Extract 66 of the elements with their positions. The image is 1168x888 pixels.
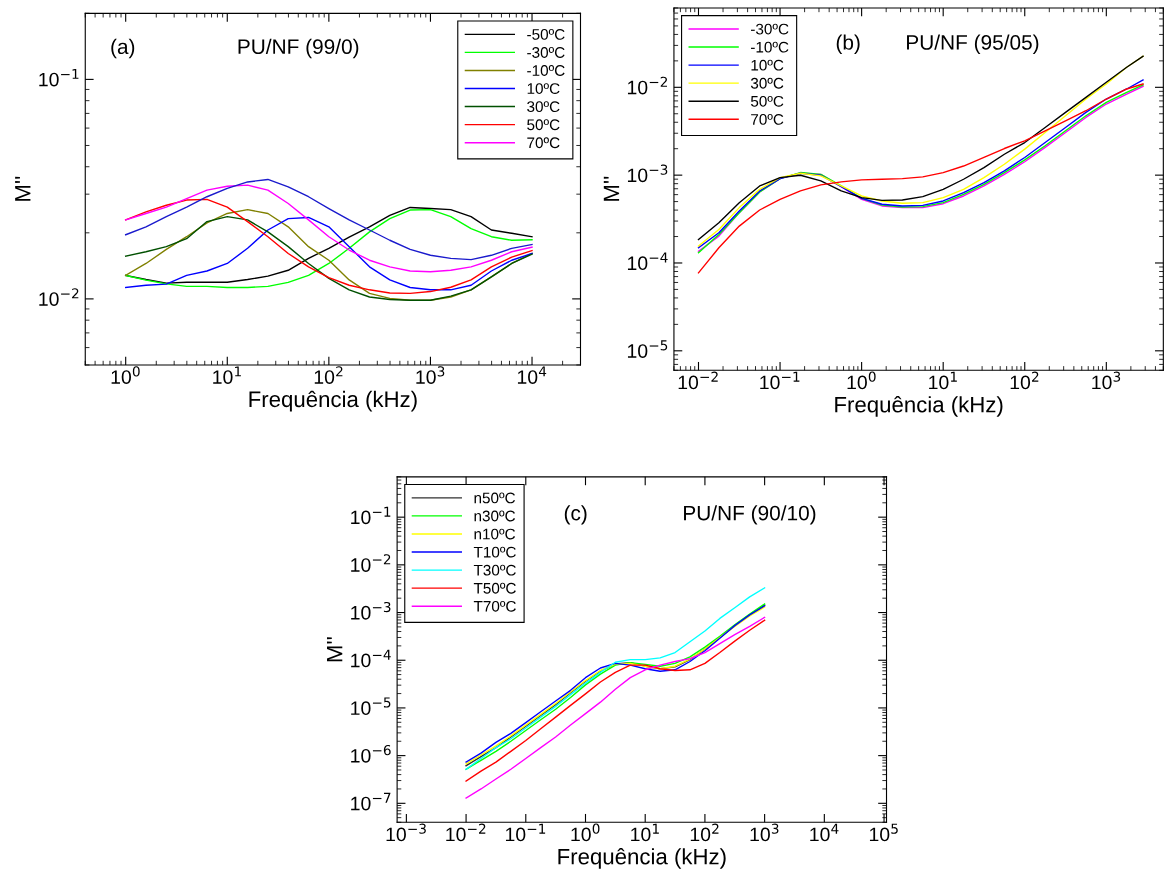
legend-label: -50ºC [527,28,565,40]
x-tick-label: 10$^{4}$ [810,823,839,842]
y-tick-label: 10$^{−7}$ [351,792,391,811]
y-axis-title: M'' [603,176,620,201]
y-tick-label: 10$^{−2}$ [627,76,668,95]
y-tick-label: 10$^{−5}$ [351,697,391,716]
y-axis-title: M'' [327,637,343,662]
legend-label: 10ºC [751,59,784,71]
legend-label: 70ºC [527,137,560,149]
x-tick-label: 10$^{1}$ [213,366,241,384]
x-axis-title: Frequência (kHz) [249,390,417,412]
x-tick-label: 10$^{2}$ [1010,371,1039,390]
legend-label: T70ºC [473,600,516,612]
legend-label: T50ºC [473,582,516,594]
y-tick-label: 10$^{−3}$ [351,601,391,620]
annotation: (a) [111,38,135,59]
legend-label: 10ºC [527,83,560,94]
x-tick-label: 10$^{2}$ [314,366,343,384]
line-series [124,178,533,261]
x-axis-title: Frequência (kHz) [558,848,726,869]
text: PU/NF (99/0) [238,38,359,59]
legend-label: T10ºC [473,546,516,558]
x-tick-label: 10$^{5}$ [869,823,898,842]
text: PU/NF (95/05) [907,34,1039,54]
legend-label: n30ºC [474,510,516,522]
y-tick-label: 10$^{−2}$ [351,554,391,572]
legend-label: n10ºC [474,528,516,540]
legend-label: -30ºC [751,23,789,35]
legend-label: -10ºC [527,65,565,76]
annotation: (c) [564,505,587,525]
legend-label: 30ºC [527,101,560,113]
x-tick-label: 10$^{−1}$ [505,823,546,842]
x-tick-label: 10$^{4}$ [517,366,547,384]
annotation: (b) [836,34,860,54]
x-tick-label: 10$^{3}$ [750,823,779,842]
x-tick-label: 10$^{2}$ [690,823,719,842]
x-tick-label: 10$^{3}$ [416,366,445,384]
x-tick-label: 10$^{−1}$ [760,371,800,390]
legend-label: -10ºC [751,41,789,53]
x-tick-label: 10$^{−2}$ [446,823,486,842]
y-tick-label: 10$^{−4}$ [351,649,391,668]
x-tick-label: 10$^{0}$ [571,823,600,842]
y-tick-label: 10$^{−5}$ [627,340,668,358]
line-series [124,184,533,273]
legend-label: -30ºC [527,47,565,58]
text: PU/NF (90/10) [684,505,816,525]
x-tick-label: 10$^{0}$ [111,366,140,384]
x-tick-label: 10$^{1}$ [929,371,957,390]
legend-label: 30ºC [750,77,784,89]
y-tick-label: 10$^{−6}$ [351,744,391,763]
y-tick-label: 10$^{−4}$ [627,252,668,271]
line-series [124,198,533,295]
x-tick-label: 10$^{−2}$ [678,371,718,390]
x-tick-label: 10$^{0}$ [847,371,876,390]
x-tick-label: 10$^{−3}$ [386,823,426,842]
legend-label: 50ºC [527,119,560,131]
legend-label: 50ºC [750,95,784,107]
legend-label: 70ºC [751,113,784,125]
legend-label: n50ºC [474,492,516,504]
y-tick-label: 10$^{−1}$ [351,506,391,525]
x-axis-title: Frequência (kHz) [835,396,1003,417]
y-axis-title: M'' [15,176,31,201]
legend-label: T30ºC [473,564,516,576]
y-tick-label: 10$^{−3}$ [627,164,668,183]
x-tick-label: 10$^{3}$ [1092,371,1121,390]
x-tick-label: 10$^{1}$ [631,823,659,842]
